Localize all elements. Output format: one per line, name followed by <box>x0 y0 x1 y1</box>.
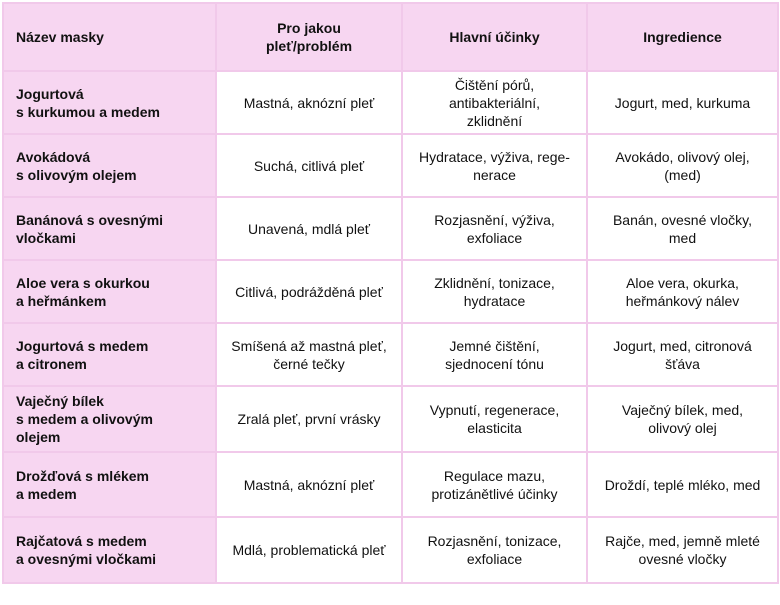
table-cell: Vypnutí, regenerace, elasticita <box>401 385 588 453</box>
mask-name-cell: Jogurtová s kurkumou a medem <box>2 70 217 135</box>
table-row: Aloe vera s okurkou a heřmánkem Citlivá, … <box>2 259 779 324</box>
header-cell: Hlavní účinky <box>401 2 588 72</box>
table-cell: Citlivá, podrážděná pleť <box>215 259 403 324</box>
mask-name-cell: Drožďová s mlékem a medem <box>2 451 217 518</box>
table-cell: Zralá pleť, první vrásky <box>215 385 403 453</box>
table-cell: Zklidnění, tonizace, hydratace <box>401 259 588 324</box>
mask-name-cell: Aloe vera s okurkou a heřmánkem <box>2 259 217 324</box>
table-cell: Aloe vera, okurka, heřmánkový nálev <box>586 259 779 324</box>
table-row: Jogurtová s medem a citronem Smíšená až m… <box>2 322 779 387</box>
table-cell: Jogurt, med, citronová šťáva <box>586 322 779 387</box>
table-header: Název masky Pro jakou pleť/problém Hlavní … <box>2 2 779 72</box>
table-cell: Avokádo, olivový olej, (med) <box>586 133 779 198</box>
table: Název masky Pro jakou pleť/problém Hlavní … <box>2 2 779 584</box>
table-cell: Mastná, aknózní pleť <box>215 70 403 135</box>
mask-name-cell: Vaječný bílek s medem a olivovým olejem <box>2 385 217 453</box>
table-cell: Mastná, aknózní pleť <box>215 451 403 518</box>
table-container: Název masky Pro jakou pleť/problém Hlavní … <box>2 2 779 584</box>
table-body: Jogurtová s kurkumou a medem Mastná, aknó… <box>2 70 779 584</box>
table-cell: Banán, ovesné vločky, med <box>586 196 779 261</box>
table-row: Banánová s ovesnými vločkami Unavená, mdl… <box>2 196 779 261</box>
table-cell: Jemné čištění, sjednocení tónu <box>401 322 588 387</box>
table-cell: Unavená, mdlá pleť <box>215 196 403 261</box>
table-cell: Čištění pórů, antibakteriální, zklidnění <box>401 70 588 135</box>
mask-name-cell: Jogurtová s medem a citronem <box>2 322 217 387</box>
table-cell: Droždí, teplé mléko, med <box>586 451 779 518</box>
table-cell: Jogurt, med, kurkuma <box>586 70 779 135</box>
mask-name-cell: Banánová s ovesnými vločkami <box>2 196 217 261</box>
table-cell: Suchá, citlivá pleť <box>215 133 403 198</box>
table-cell: Vaječný bílek, med, olivový olej <box>586 385 779 453</box>
mask-name-cell: Avokádová s olivovým olejem <box>2 133 217 198</box>
header-row: Název masky Pro jakou pleť/problém Hlavní … <box>2 2 779 72</box>
table-cell: Rozjasnění, výživa, exfoliace <box>401 196 588 261</box>
table-row: Jogurtová s kurkumou a medem Mastná, aknó… <box>2 70 779 135</box>
table-cell: Rozjasnění, tonizace, exfoliace <box>401 516 588 584</box>
table-cell: Rajče, med, jemně mleté ovesné vločky <box>586 516 779 584</box>
table-row: Rajčatová s medem a ovesnými vločkami Mdl… <box>2 516 779 584</box>
table-cell: Smíšená až mastná pleť, černé tečky <box>215 322 403 387</box>
header-cell: Pro jakou pleť/problém <box>215 2 403 72</box>
mask-name-cell: Rajčatová s medem a ovesnými vločkami <box>2 516 217 584</box>
header-cell: Ingredience <box>586 2 779 72</box>
table-row: Avokádová s olivovým olejem Suchá, citliv… <box>2 133 779 198</box>
table-row: Vaječný bílek s medem a olivovým olejem Z… <box>2 385 779 453</box>
table-cell: Hydratace, výživa, rege- nerace <box>401 133 588 198</box>
table-cell: Regulace mazu, protizánětlivé účinky <box>401 451 588 518</box>
table-cell: Mdlá, problematická pleť <box>215 516 403 584</box>
table-row: Drožďová s mlékem a medem Mastná, aknózní… <box>2 451 779 518</box>
header-cell: Název masky <box>2 2 217 72</box>
